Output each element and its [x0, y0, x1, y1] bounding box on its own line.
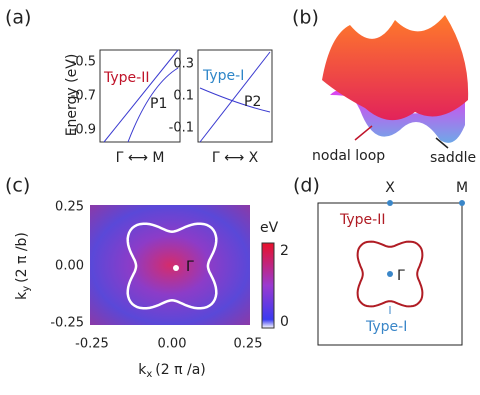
y-tick-label: -0.5: [71, 55, 96, 70]
annotation: nodal loop: [312, 148, 385, 164]
subscript: x: [146, 369, 152, 380]
panel-label: (a): [5, 7, 31, 29]
upper-band: [322, 15, 469, 121]
band: [127, 67, 179, 143]
gamma-point: [387, 271, 393, 277]
colorbar-label: 0: [280, 314, 289, 330]
plot-frame: [99, 49, 181, 143]
unit: (2 π /b): [14, 232, 30, 283]
colorbar-unit: eV: [260, 220, 279, 236]
x-axis-label: kx (2 π /a): [138, 362, 206, 380]
annotation: saddle: [430, 150, 476, 166]
nodal-loop: [126, 222, 218, 310]
unit: (2 π /a): [155, 362, 205, 378]
heatmap: [90, 205, 250, 325]
y-tick-label: -0.9: [71, 123, 96, 138]
point-label: X: [385, 180, 395, 196]
x-tick-label: 0.00: [158, 337, 187, 352]
x-tick-label: -0.25: [75, 337, 109, 352]
annotation: Type-I: [202, 68, 244, 84]
panel-label: (c): [5, 175, 30, 197]
symbol: k: [138, 362, 147, 378]
symbol: k: [14, 291, 30, 300]
band: [103, 49, 179, 143]
gamma-label: Γ: [397, 268, 405, 284]
point-label: M: [456, 180, 468, 196]
y-tick-label: 0.00: [55, 259, 84, 274]
annotation: Type-II: [339, 212, 385, 228]
gamma-label: Γ: [186, 259, 194, 275]
panel-label: (d): [293, 175, 320, 197]
plot-frame: [197, 49, 273, 143]
m-point: [459, 200, 465, 206]
subscript: y: [21, 286, 32, 292]
x-tick-label: 0.25: [234, 337, 263, 352]
band: [199, 87, 271, 113]
arrow: [435, 137, 449, 149]
y-axis-label: ky (2 π /b): [14, 232, 32, 300]
y-tick-label: 0.3: [173, 57, 194, 72]
annotation: Type-I: [365, 319, 407, 335]
y-tick-label: 0.25: [55, 200, 84, 215]
panel-label: (b): [292, 7, 319, 29]
path-label: Γ ⟷ M: [116, 150, 165, 166]
arrow: [354, 125, 373, 141]
y-tick-label: 0.1: [173, 89, 194, 104]
y-tick-label: -0.1: [169, 121, 194, 136]
colorbar: [261, 242, 275, 329]
band: [199, 51, 271, 143]
y-axis-label: Energy (eV): [64, 54, 80, 137]
x-point: [387, 200, 393, 206]
point-label: P2: [244, 94, 261, 110]
y-tick-label: -0.25: [50, 316, 84, 331]
nodal-loop: [356, 240, 424, 308]
gamma-point: [173, 265, 179, 271]
path-label: Γ ⟷ X: [212, 150, 259, 166]
colorbar-label: 2: [280, 243, 289, 259]
point-label: P1: [150, 96, 167, 112]
annotation: Type-II: [103, 70, 149, 86]
y-tick-label: -0.7: [71, 89, 96, 104]
